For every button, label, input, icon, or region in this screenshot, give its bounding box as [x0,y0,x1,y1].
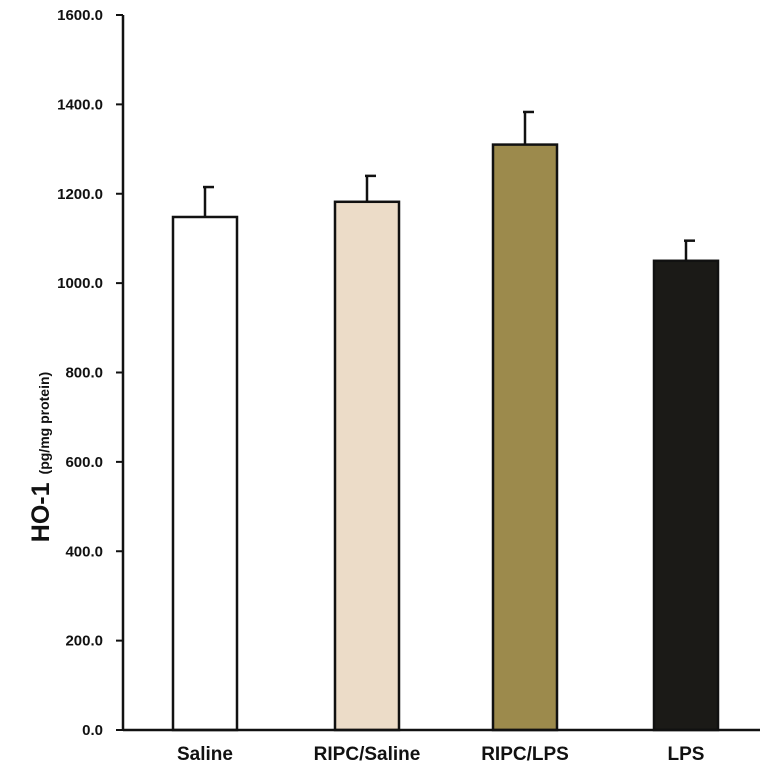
x-tick-label: RIPC/Saline [314,744,421,765]
y-tick-label: 0.0 [82,722,103,739]
y-tick-label: 1400.0 [57,96,103,113]
y-tick-label: 400.0 [65,543,103,560]
y-tick-label: 200.0 [65,633,103,650]
x-tick-label: RIPC/LPS [481,744,569,765]
x-tick-label: Saline [177,744,233,765]
bars [171,143,720,732]
y-tick-label: 1600.0 [57,7,103,24]
bar-saline [171,215,239,732]
y-tick-label: 600.0 [65,454,103,471]
x-axis-labels: Saline RIPC/Saline RIPC/LPS LPS [177,744,704,765]
y-axis-ticks: 0.0 200.0 400.0 600.0 800.0 1000.0 1200.0 1400.… [57,7,123,739]
y-tick-label: 1000.0 [57,275,103,292]
y-axis-label: HO-1 (pg/mg protein) [27,372,55,542]
bar-ripc-lps [491,143,559,732]
axes [121,15,760,732]
x-tick-label: LPS [668,744,705,765]
bar-ripc-saline [333,200,401,732]
bar-lps [652,259,720,732]
error-bars [203,110,695,261]
y-tick-label: 800.0 [65,365,103,382]
y-tick-label: 1200.0 [57,186,103,203]
y-axis-label-unit: (pg/mg protein) [36,372,52,475]
y-axis-label-main: HO-1 [27,482,55,542]
